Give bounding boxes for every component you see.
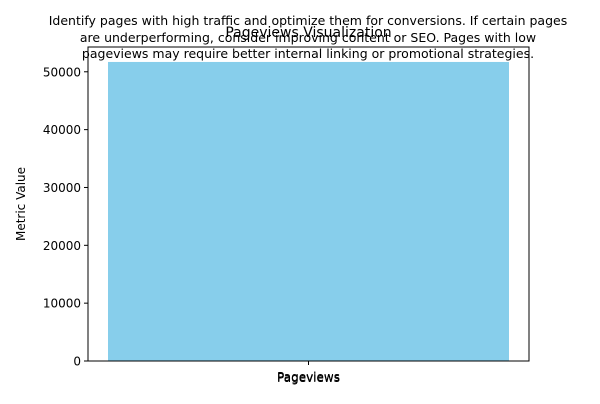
plot-frame (87, 46, 530, 362)
y-axis-label: Metric Value (14, 167, 28, 241)
y-tick-label: 20000 (43, 239, 81, 253)
y-tick-label: 40000 (43, 123, 81, 137)
chart-title: Pageviews Visualization (225, 25, 391, 41)
x-axis-label: Pageviews (277, 371, 340, 385)
bar-pageviews (108, 61, 509, 361)
insight-line: Identify pages with high traffic and opt… (49, 13, 567, 28)
bars-layer (108, 61, 509, 361)
y-tick-label: 10000 (43, 297, 81, 311)
insight-line: pageviews may require better internal li… (82, 46, 534, 61)
y-tick-label: 0 (73, 355, 81, 369)
y-axis-ticks: 0 10000 20000 30000 40000 50000 (43, 65, 88, 369)
insight-text: Identify pages with high traffic and opt… (49, 13, 567, 61)
y-tick-label: 30000 (43, 181, 81, 195)
y-tick-label: 50000 (43, 65, 81, 79)
x-axis-ticks: Pageviews (277, 361, 340, 384)
x-tick-label: Pageviews (277, 370, 340, 384)
insight-line: are underperforming, consider improving … (80, 30, 536, 45)
